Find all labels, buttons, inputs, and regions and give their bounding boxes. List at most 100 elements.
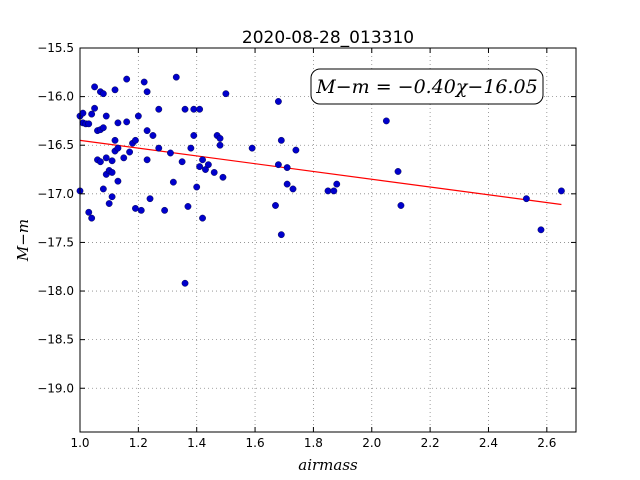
- y-tick-label: −19.0: [37, 381, 74, 395]
- x-axis-label: airmass: [298, 456, 358, 474]
- data-point: [132, 205, 139, 212]
- data-point: [108, 193, 116, 201]
- x-tick-label: 1.6: [246, 436, 265, 450]
- y-axis-label: M−m: [14, 219, 32, 262]
- data-point: [114, 144, 122, 152]
- data-point: [248, 144, 256, 152]
- fit-annotation: M−m = −0.40χ−16.05: [310, 68, 544, 105]
- data-point: [324, 187, 332, 195]
- data-point: [190, 132, 198, 139]
- data-point: [85, 208, 93, 216]
- data-point: [222, 90, 230, 98]
- data-point: [91, 104, 98, 112]
- data-point: [114, 119, 122, 127]
- data-point: [178, 158, 186, 166]
- data-point: [187, 144, 195, 152]
- x-tick-labels: 1.0 1.2 1.4 1.6 1.8 2.0 2.2 2.4 2.6: [70, 436, 556, 450]
- data-point: [91, 83, 98, 91]
- data-point: [172, 73, 180, 81]
- y-tick-labels: −15.5 −16.0 −16.5 −17.0 −17.5 −18.0 −18.5 −19.0: [37, 41, 74, 395]
- data-point: [114, 177, 122, 185]
- y-tick-label: −18.0: [37, 284, 74, 298]
- data-point: [196, 105, 204, 113]
- data-point: [537, 226, 545, 234]
- data-point: [99, 90, 107, 98]
- y-tick-label: −17.0: [37, 187, 74, 201]
- data-point: [149, 132, 157, 139]
- data-point: [181, 279, 189, 287]
- annotation-box: [310, 68, 544, 105]
- data-point: [216, 135, 224, 142]
- data-point: [190, 105, 198, 113]
- data-point: [111, 136, 119, 144]
- data-point: [105, 200, 113, 207]
- y-tick-label: −17.5: [37, 235, 74, 249]
- data-point: [97, 158, 104, 166]
- x-tick-label: 1.4: [187, 436, 206, 450]
- data-point: [108, 157, 116, 165]
- data-point: [167, 149, 174, 157]
- y-tick-label: −16.5: [37, 138, 74, 152]
- data-point: [274, 161, 282, 169]
- data-point: [272, 202, 279, 209]
- data-point: [382, 117, 390, 125]
- data-point: [140, 78, 148, 86]
- x-tick-label: 1.8: [304, 436, 323, 450]
- data-point: [155, 105, 163, 113]
- data-point: [155, 144, 163, 152]
- data-point: [137, 206, 145, 214]
- data-point: [199, 214, 206, 222]
- data-point: [132, 136, 139, 144]
- data-point: [143, 127, 151, 135]
- data-point: [88, 110, 96, 118]
- data-point: [283, 164, 291, 171]
- fit-equation: M−m = −0.40χ−16.05: [315, 76, 537, 98]
- data-point: [111, 86, 119, 94]
- data-point: [181, 105, 189, 113]
- data-point: [196, 163, 204, 171]
- data-point: [193, 183, 201, 191]
- plot-area: [80, 48, 576, 432]
- data-point: [219, 173, 227, 181]
- data-point: [333, 180, 341, 188]
- data-point: [397, 202, 405, 209]
- data-point: [102, 154, 110, 162]
- data-point: [79, 109, 87, 117]
- data-point: [394, 168, 402, 175]
- data-point: [99, 185, 107, 193]
- data-point: [558, 187, 565, 195]
- data-point: [292, 146, 300, 154]
- data-point: [169, 178, 177, 186]
- data-point: [204, 161, 212, 169]
- data-point: [216, 141, 224, 149]
- data-point: [88, 214, 96, 222]
- data-point: [126, 148, 134, 156]
- data-point: [123, 118, 131, 126]
- data-point: [274, 98, 282, 105]
- data-point: [143, 88, 151, 96]
- data-point: [102, 112, 110, 120]
- data-point: [184, 203, 192, 210]
- data-point: [161, 206, 169, 214]
- data-points: [76, 73, 565, 287]
- data-point: [120, 154, 128, 162]
- data-point: [85, 120, 93, 128]
- x-tick-label: 2.2: [421, 436, 440, 450]
- data-point: [210, 169, 218, 176]
- plot-frame: [79, 47, 577, 433]
- data-point: [277, 136, 285, 144]
- x-tick-label: 2.4: [479, 436, 498, 450]
- data-point: [277, 231, 285, 239]
- y-tick-label: −15.5: [37, 41, 74, 55]
- data-point: [108, 169, 116, 176]
- x-tick-label: 1.2: [129, 436, 148, 450]
- data-point: [523, 195, 530, 203]
- y-tick-label: −16.0: [37, 90, 74, 104]
- data-point: [199, 156, 206, 164]
- data-point: [283, 180, 291, 188]
- chart-title: 2020-08-28_013310: [242, 28, 414, 48]
- x-tick-label: 2.6: [537, 436, 556, 450]
- y-tick-label: −18.5: [37, 333, 74, 347]
- x-tick-label: 1.0: [70, 436, 89, 450]
